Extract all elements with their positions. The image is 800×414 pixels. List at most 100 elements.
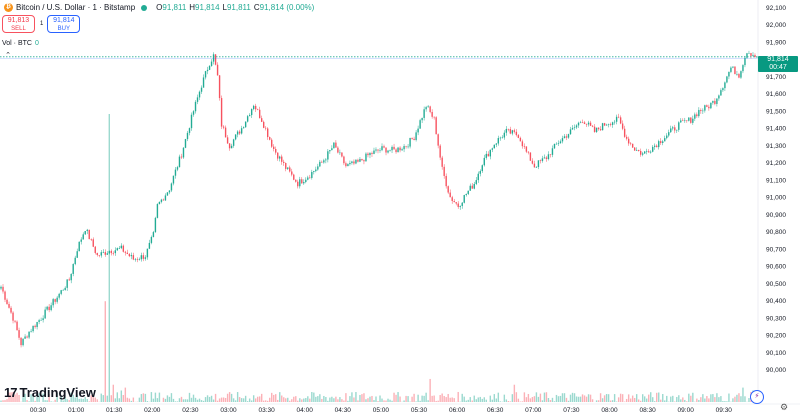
candle-body — [716, 98, 718, 104]
candle-body — [361, 158, 363, 161]
volume-bar — [397, 392, 399, 402]
volume-bar — [232, 398, 235, 402]
candle-body — [513, 130, 516, 132]
volume-bar — [704, 398, 706, 402]
volume-bar — [158, 392, 161, 402]
volume-bar — [4, 400, 6, 402]
candle-body — [66, 279, 68, 288]
volume-bar — [473, 395, 475, 402]
volume-bar — [100, 393, 102, 402]
volume-bar — [297, 400, 299, 402]
candle-body — [112, 253, 115, 254]
candle-body — [537, 160, 540, 168]
volume-bar — [76, 394, 78, 402]
price-tick-label: 91,600 — [766, 91, 786, 98]
candle-body — [140, 255, 143, 260]
candle-body — [158, 201, 161, 205]
candle-body — [154, 217, 157, 233]
volume-bar — [605, 394, 608, 402]
candle-body — [271, 139, 273, 147]
candle-body — [419, 120, 421, 129]
sell-button[interactable]: 91,813 SELL — [2, 15, 35, 33]
price-tick-label: 90,300 — [766, 315, 786, 322]
candle-body — [411, 137, 413, 139]
volume-bar — [210, 395, 213, 402]
volume-bar — [192, 394, 195, 402]
candle-body — [619, 117, 622, 124]
tradingview-logo[interactable]: 17 TradingView — [4, 385, 96, 400]
candle-body — [178, 156, 181, 168]
candle-body — [712, 100, 714, 103]
volume-bar — [349, 396, 351, 402]
volume-bar — [82, 398, 84, 402]
candle-body — [609, 124, 612, 125]
candle-body — [353, 161, 355, 164]
spread-value: 1 — [40, 21, 44, 27]
volume-bar — [631, 395, 634, 402]
candle-body — [110, 250, 112, 254]
gear-icon[interactable]: ⚙ — [780, 402, 789, 412]
candle-body — [124, 251, 127, 253]
volume-bar — [595, 400, 598, 402]
candle-body — [589, 122, 592, 126]
volume-bar — [54, 399, 56, 402]
volume-bar — [660, 399, 662, 402]
volume-bar — [648, 394, 650, 402]
logo-text: TradingView — [19, 385, 96, 400]
volume-bar — [575, 396, 578, 402]
volume-bar — [86, 399, 88, 402]
candle-body — [100, 252, 102, 256]
price-tick-label: 90,600 — [766, 264, 786, 271]
candle-body — [750, 53, 752, 56]
volume-bar — [433, 395, 435, 402]
candle-body — [483, 157, 485, 166]
symbol-title[interactable]: Bitcoin / U.S. Dollar · 1 · Bitstamp — [16, 3, 136, 12]
candle-body — [435, 117, 437, 135]
candle-body — [281, 156, 283, 162]
buy-button[interactable]: 91,814 BUY — [47, 15, 81, 33]
lightning-icon[interactable]: ⚡ — [750, 390, 764, 404]
volume-bar — [373, 400, 375, 402]
candle-body — [144, 257, 147, 259]
candle-body — [621, 123, 624, 129]
volume-bar — [499, 401, 502, 402]
candle-body — [658, 141, 660, 148]
candle-body — [36, 321, 38, 328]
volume-bar — [736, 394, 738, 402]
time-tick-label: 08:00 — [601, 407, 618, 414]
candle-body — [311, 172, 313, 178]
candle-body — [660, 141, 662, 143]
volume-bar — [393, 392, 395, 402]
candle-body — [371, 152, 373, 154]
candle-body — [262, 121, 265, 128]
volume-bar — [451, 397, 453, 402]
chevron-up-icon[interactable]: ⌃ — [5, 52, 11, 59]
high-value: 91,814 — [195, 3, 220, 12]
volume-bar — [726, 401, 728, 402]
volume-bar — [94, 397, 96, 402]
price-tick-label: 90,700 — [766, 246, 786, 253]
candle-body — [571, 127, 574, 130]
candle-body — [297, 181, 299, 187]
candle-body — [633, 147, 636, 151]
candle-body — [373, 150, 375, 154]
candle-body — [625, 136, 628, 139]
volume-bar — [489, 395, 491, 402]
candle-body — [337, 147, 339, 153]
volume-bar — [154, 392, 157, 402]
candle-body — [471, 185, 473, 189]
volume-bar — [453, 398, 455, 402]
candle-body — [244, 121, 247, 128]
volume-bar — [629, 398, 632, 402]
volume-bar — [186, 399, 189, 402]
candle-body — [313, 171, 315, 173]
volume-bar — [341, 399, 343, 402]
candle-body — [421, 117, 423, 121]
candle-body — [583, 122, 586, 125]
volume-bar — [485, 399, 487, 402]
candle-body — [40, 320, 42, 321]
volume-bar — [698, 399, 700, 402]
candle-body — [575, 125, 578, 128]
volume-legend[interactable]: Vol · BTC 0 — [2, 40, 39, 47]
